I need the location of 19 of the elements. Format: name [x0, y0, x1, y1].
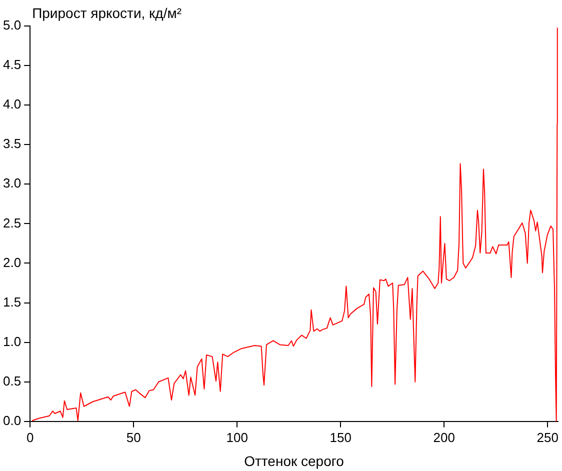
x-axis-title: Оттенок серого: [244, 452, 344, 469]
y-tick-label: 0.0: [2, 412, 22, 428]
x-tick-label: 0: [26, 430, 34, 445]
y-tick-label: 2.5: [2, 215, 22, 230]
x-tick-label: 100: [226, 430, 248, 445]
x-tick-label: 250: [536, 430, 558, 445]
y-tick-label: 3.5: [2, 136, 22, 152]
x-tick-label: 50: [126, 430, 141, 445]
y-axis-title: Прирост яркости, кд/м²: [32, 5, 182, 21]
x-tick-label: 200: [433, 430, 455, 445]
y-tick-label: 5.0: [2, 18, 22, 33]
x-tick-label: 150: [330, 430, 352, 445]
y-tick-label: 2.0: [2, 254, 22, 270]
y-tick-label: 1.0: [2, 334, 22, 349]
y-tick-label: 1.5: [2, 294, 22, 310]
y-tick-label: 0.5: [2, 373, 22, 388]
y-tick-label: 4.0: [2, 96, 22, 112]
y-tick-label: 4.5: [2, 57, 22, 72]
y-tick-label: 3.0: [2, 176, 22, 191]
